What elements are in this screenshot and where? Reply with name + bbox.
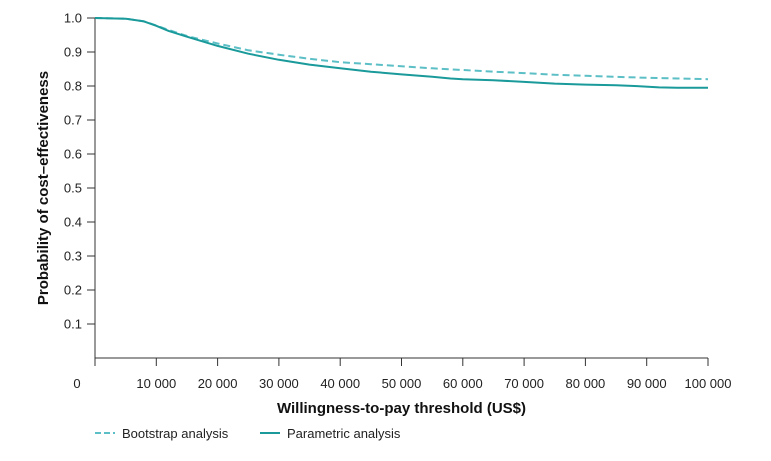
x-tick-label: 20 000 <box>198 376 238 391</box>
y-axis-title: Probability of cost–effectiveness <box>35 71 52 305</box>
series-lines <box>94 17 709 89</box>
legend-label: Bootstrap analysis <box>122 426 229 441</box>
legend-label: Parametric analysis <box>287 426 401 441</box>
y-tick-label: 1.0 <box>64 11 82 26</box>
series-line-parametric <box>94 17 708 89</box>
y-tick-label: 0.1 <box>64 317 82 332</box>
legend-item-parametric: Parametric analysis <box>260 426 401 441</box>
x-tick-label: 40 000 <box>320 376 360 391</box>
x-tick-label: 10 000 <box>136 376 176 391</box>
legend-item-bootstrap: Bootstrap analysis <box>95 426 229 441</box>
series-line-bootstrap <box>94 17 709 81</box>
y-tick-label: 0.2 <box>64 283 82 298</box>
x-tick-label: 90 000 <box>627 376 667 391</box>
x-axis-ticks: 0 10 000 20 000 30 000 40 000 50 000 60 000 70 … <box>73 358 732 391</box>
x-tick-label: 60 000 <box>443 376 483 391</box>
y-tick-label: 0.6 <box>64 147 82 162</box>
y-axis-ticks: 0.1 0.2 0.3 0.4 0.5 0.6 0.7 0.8 0.9 1.0 <box>64 11 95 332</box>
x-tick-label: 70 000 <box>504 376 544 391</box>
y-tick-label: 0.5 <box>64 181 82 196</box>
x-tick-label: 0 <box>73 376 80 391</box>
y-tick-label: 0.7 <box>64 113 82 128</box>
y-tick-label: 0.3 <box>64 249 82 264</box>
x-axis-title: Willingness-to-pay threshold (US$) <box>277 400 526 417</box>
x-tick-label: 100 000 <box>685 376 732 391</box>
y-tick-label: 0.9 <box>64 45 82 60</box>
x-tick-label: 50 000 <box>382 376 422 391</box>
y-tick-label: 0.4 <box>64 215 82 230</box>
legend: Bootstrap analysis Parametric analysis <box>95 426 401 441</box>
x-tick-label: 80 000 <box>566 376 606 391</box>
axes <box>94 18 708 359</box>
x-tick-label: 30 000 <box>259 376 299 391</box>
y-tick-label: 0.8 <box>64 79 82 94</box>
